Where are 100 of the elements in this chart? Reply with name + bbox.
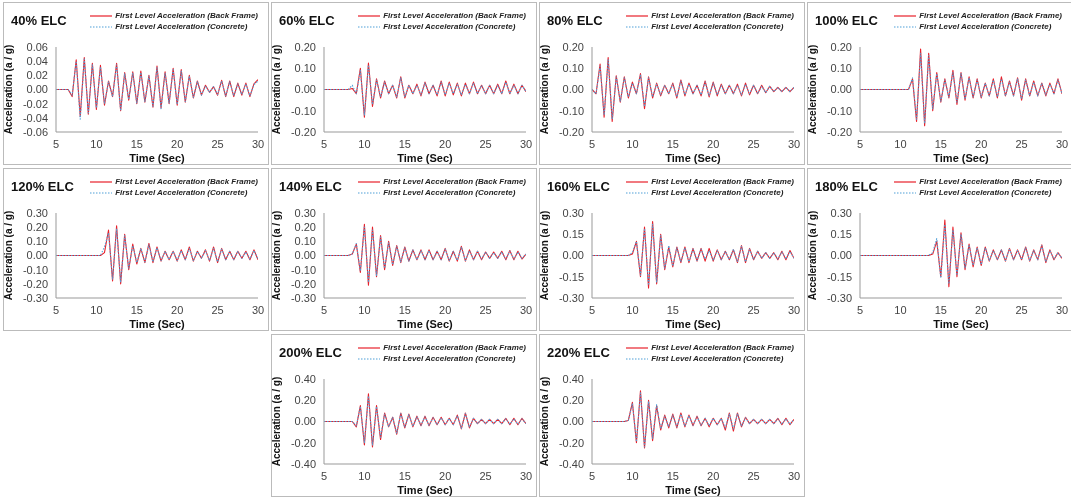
x-tick-label: 10 <box>358 137 371 150</box>
y-tick-label: 0.20 <box>294 394 316 407</box>
y-axis-title: Acceleration (a / g) <box>270 210 282 301</box>
x-tick-label: 20 <box>171 137 184 150</box>
chart-title: 220% ELC <box>547 345 610 360</box>
x-tick-label: 25 <box>479 469 492 482</box>
x-tick-label: 30 <box>519 303 533 316</box>
legend-label: First Level Acceleration (Concrete) <box>383 22 516 31</box>
y-tick-label: 0.15 <box>562 228 584 241</box>
x-axis-title: Time (Sec) <box>665 318 722 330</box>
x-tick-label: 5 <box>320 469 328 482</box>
y-tick-label: -0.10 <box>290 263 316 276</box>
x-tick-label: 5 <box>856 303 864 316</box>
x-tick-label: 25 <box>479 303 492 316</box>
x-tick-label: 5 <box>588 137 596 150</box>
x-tick-label: 20 <box>975 137 988 150</box>
x-tick-label: 15 <box>130 303 143 316</box>
x-tick-label: 15 <box>934 303 947 316</box>
y-tick-label: -0.20 <box>558 436 584 449</box>
chart-title: 100% ELC <box>815 13 878 28</box>
x-tick-label: 30 <box>787 137 801 150</box>
x-axis-title: Time (Sec) <box>397 484 454 496</box>
x-tick-label: 25 <box>211 303 224 316</box>
y-tick-label: 0.00 <box>294 83 316 96</box>
y-tick-label: 0.10 <box>562 62 584 75</box>
x-tick-label: 25 <box>479 137 492 150</box>
x-tick-label: 20 <box>439 469 452 482</box>
legend-label: First Level Acceleration (Back Frame) <box>919 177 1062 186</box>
legend-label: First Level Acceleration (Concrete) <box>383 188 516 197</box>
chart-title: 60% ELC <box>279 13 335 28</box>
y-tick-label: 0.00 <box>26 83 48 96</box>
y-tick-label: -0.06 <box>22 125 48 138</box>
x-tick-label: 25 <box>211 137 224 150</box>
y-tick-label: 0.00 <box>562 83 584 96</box>
y-tick-label: -0.20 <box>22 277 48 290</box>
y-tick-label: -0.40 <box>290 457 316 470</box>
y-tick-label: -0.40 <box>558 457 584 470</box>
y-tick-label: 0.20 <box>26 221 48 234</box>
x-tick-label: 10 <box>626 137 639 150</box>
x-tick-label: 15 <box>666 469 679 482</box>
x-tick-label: 15 <box>666 303 679 316</box>
x-axis-title: Time (Sec) <box>397 152 454 164</box>
x-tick-label: 20 <box>707 469 720 482</box>
y-tick-label: 0.30 <box>830 206 852 219</box>
y-tick-label: 0.00 <box>26 249 48 262</box>
x-tick-label: 15 <box>934 137 947 150</box>
x-tick-label: 25 <box>747 469 760 482</box>
y-axis-title: Acceleration (a / g) <box>538 44 550 135</box>
x-tick-label: 15 <box>398 469 411 482</box>
y-tick-label: -0.10 <box>290 104 316 117</box>
y-tick-label: 0.00 <box>562 249 584 262</box>
x-axis-title: Time (Sec) <box>933 318 990 330</box>
x-tick-label: 20 <box>975 303 988 316</box>
y-tick-label: 0.30 <box>26 206 48 219</box>
y-axis-title: Acceleration (a / g) <box>2 210 14 301</box>
y-tick-label: 0.00 <box>830 249 852 262</box>
x-tick-label: 5 <box>52 303 60 316</box>
x-tick-label: 10 <box>894 303 907 316</box>
x-tick-label: 30 <box>519 137 533 150</box>
x-tick-label: 30 <box>519 469 533 482</box>
y-axis-title: Acceleration (a / g) <box>270 376 282 467</box>
y-tick-label: 0.20 <box>294 40 316 53</box>
chart-title: 160% ELC <box>547 179 610 194</box>
y-tick-label: 0.20 <box>294 221 316 234</box>
y-tick-label: -0.10 <box>22 263 48 276</box>
y-tick-label: 0.10 <box>26 235 48 248</box>
y-tick-label: 0.02 <box>26 69 48 82</box>
chart-title: 120% ELC <box>11 179 74 194</box>
x-tick-label: 30 <box>1055 303 1069 316</box>
legend-label: First Level Acceleration (Back Frame) <box>651 343 794 352</box>
x-tick-label: 25 <box>1015 137 1028 150</box>
x-tick-label: 30 <box>251 137 265 150</box>
x-tick-label: 20 <box>171 303 184 316</box>
legend-label: First Level Acceleration (Back Frame) <box>651 177 794 186</box>
x-axis-title: Time (Sec) <box>129 152 186 164</box>
legend-label: First Level Acceleration (Back Frame) <box>919 11 1062 20</box>
x-tick-label: 10 <box>358 469 371 482</box>
y-tick-label: -0.02 <box>22 97 48 110</box>
y-tick-label: 0.15 <box>830 228 852 241</box>
y-tick-label: 0.20 <box>830 40 852 53</box>
y-tick-label: 0.00 <box>562 415 584 428</box>
y-tick-label: -0.04 <box>22 111 48 124</box>
x-tick-label: 20 <box>439 303 452 316</box>
x-tick-label: 10 <box>626 469 639 482</box>
y-tick-label: -0.30 <box>290 291 316 304</box>
y-tick-label: 0.10 <box>294 62 316 75</box>
x-tick-label: 10 <box>358 303 371 316</box>
x-tick-label: 25 <box>747 303 760 316</box>
y-tick-label: -0.15 <box>826 270 852 283</box>
x-tick-label: 25 <box>1015 303 1028 316</box>
x-tick-label: 30 <box>787 303 801 316</box>
y-tick-label: 0.30 <box>294 206 316 219</box>
y-axis-title: Acceleration (a / g) <box>538 376 550 467</box>
legend-label: First Level Acceleration (Concrete) <box>651 188 784 197</box>
y-tick-label: -0.20 <box>290 125 316 138</box>
x-tick-label: 5 <box>320 303 328 316</box>
x-tick-label: 5 <box>588 303 596 316</box>
chart-title: 180% ELC <box>815 179 878 194</box>
legend-label: First Level Acceleration (Back Frame) <box>383 343 526 352</box>
chart-title: 200% ELC <box>279 345 342 360</box>
